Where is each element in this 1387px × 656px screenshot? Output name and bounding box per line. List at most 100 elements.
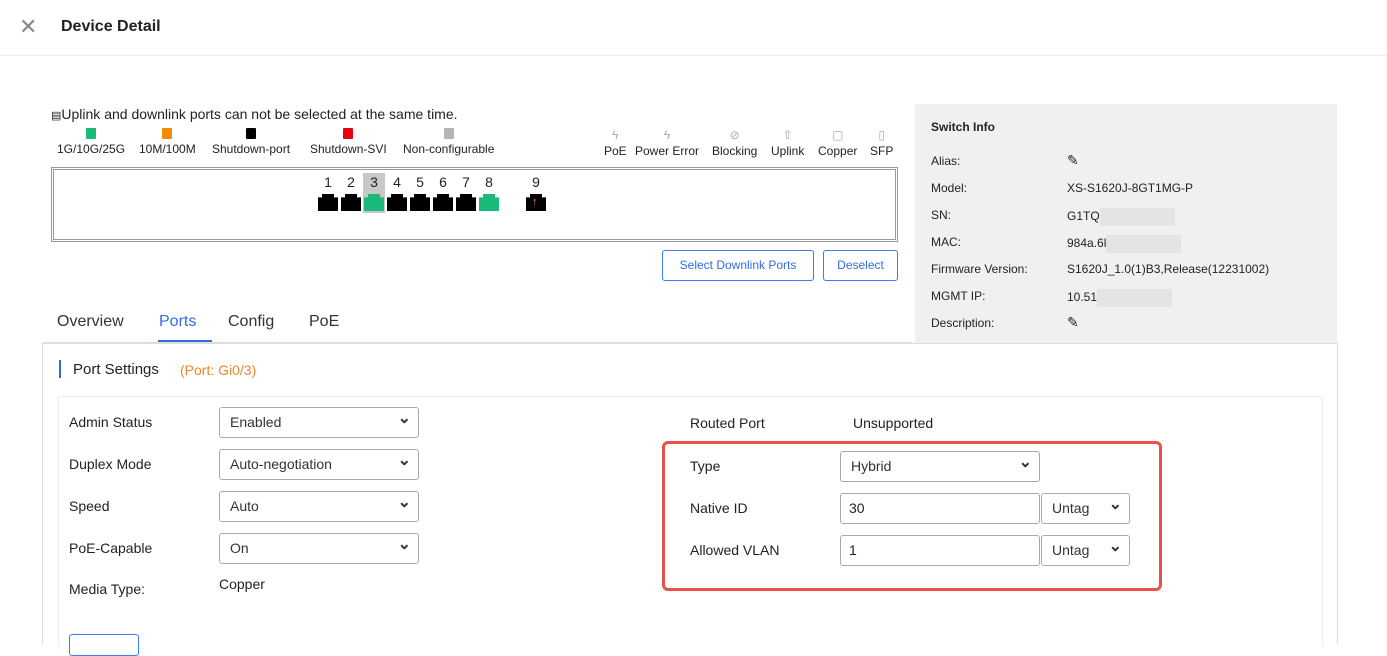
- native-id-tag-select[interactable]: Untag: [1041, 490, 1130, 524]
- tabs-divider: [42, 342, 912, 343]
- edit-pencil-icon[interactable]: ✎: [1067, 314, 1079, 330]
- info-value: 10.51: [1067, 289, 1173, 307]
- port-6[interactable]: [433, 194, 453, 211]
- poe-capable-select[interactable]: On: [219, 530, 419, 564]
- info-key: SN:: [931, 208, 952, 222]
- sfp-icon: ▯: [878, 128, 885, 142]
- port-4[interactable]: [387, 194, 407, 211]
- uplink-icon: ↑: [532, 196, 538, 208]
- redacted: [1097, 289, 1173, 307]
- redacted: [1106, 235, 1182, 253]
- port-number: 5: [416, 174, 424, 190]
- legend-label: Shutdown-SVI: [310, 142, 387, 156]
- icon-legend-label: Blocking: [712, 144, 758, 158]
- legend-label: 1G/10G/25G: [57, 142, 126, 156]
- duplex-mode-label: Duplex Mode: [69, 456, 152, 472]
- port-number: 3: [370, 174, 378, 190]
- port-2[interactable]: [341, 194, 361, 211]
- port-8[interactable]: [479, 194, 499, 211]
- icon-legend-label: Copper: [818, 144, 858, 158]
- switch-info-title: Switch Info: [931, 120, 995, 134]
- info-value-text: 984a.6l: [1067, 236, 1107, 251]
- admin-status-select[interactable]: Enabled: [219, 404, 419, 438]
- port-5[interactable]: [410, 194, 430, 211]
- native-id-input[interactable]: 30: [840, 493, 1040, 524]
- redacted: [1099, 208, 1175, 226]
- legend-item: 1G/10G/25G: [57, 128, 125, 156]
- highlight-box: [662, 441, 1162, 591]
- speed-select[interactable]: Auto: [219, 488, 419, 522]
- select-downlink-ports-button[interactable]: Select Downlink Ports: [662, 250, 814, 281]
- icon-legend-item: ϟ Power Error: [635, 128, 699, 158]
- notice: ▤Uplink and downlink ports can not be se…: [51, 106, 458, 122]
- info-key: MGMT IP:: [931, 289, 986, 303]
- poe-capable-label: PoE-Capable: [69, 540, 153, 556]
- tab-overview[interactable]: Overview: [57, 313, 124, 330]
- media-type-value: Copper: [219, 576, 265, 592]
- port-3[interactable]: [364, 194, 384, 211]
- routed-port-label: Routed Port: [690, 415, 765, 431]
- legend-label: Non-configurable: [403, 142, 495, 156]
- save-button[interactable]: [69, 634, 139, 656]
- info-key: Alias:: [931, 154, 961, 168]
- port-number: 6: [439, 174, 447, 190]
- icon-legend-item: ⇧ Uplink: [771, 128, 804, 158]
- port-number: 8: [485, 174, 493, 190]
- active-tab-indicator: [158, 340, 212, 342]
- edit-pencil-icon[interactable]: ✎: [1067, 152, 1079, 168]
- blocking-icon: ⊘: [729, 128, 740, 142]
- media-type-label: Media Type:: [69, 581, 146, 597]
- info-key: Firmware Version:: [931, 262, 1028, 276]
- form-box: [58, 396, 1323, 647]
- port-color-swatch: [162, 128, 173, 139]
- header: [0, 0, 1387, 56]
- uplink-icon: ⇧: [782, 128, 793, 142]
- deselect-button[interactable]: Deselect: [823, 250, 898, 281]
- info-value-text: 10.51: [1067, 290, 1098, 305]
- icon-legend-label: Power Error: [635, 144, 700, 158]
- info-key: MAC:: [931, 235, 961, 249]
- tab-config[interactable]: Config: [228, 313, 275, 330]
- duplex-mode-select[interactable]: Auto-negotiation: [219, 446, 419, 480]
- native-id-label: Native ID: [690, 500, 748, 516]
- legend-label: 10M/100M: [139, 142, 196, 156]
- port-id: (Port: Gi0/3): [180, 362, 257, 378]
- port-1[interactable]: [318, 194, 338, 211]
- icon-legend-item: ⊘ Blocking: [712, 128, 757, 158]
- close-icon[interactable]: ✕: [19, 14, 38, 39]
- tab-poe[interactable]: PoE: [309, 313, 340, 330]
- icon-legend-item: ϟ PoE: [604, 128, 627, 158]
- legend-item: Shutdown-port: [212, 128, 290, 156]
- port-settings-card: [42, 343, 1338, 644]
- allowed-vlan-tag-select[interactable]: Untag: [1041, 532, 1130, 566]
- page-title: Device Detail: [61, 18, 161, 35]
- legend-item: 10M/100M: [139, 128, 196, 156]
- power-error-icon: ϟ: [663, 128, 671, 142]
- allowed-vlan-input[interactable]: 1: [840, 535, 1040, 566]
- type-label: Type: [690, 458, 721, 474]
- icon-legend-label: PoE: [604, 144, 627, 158]
- info-key: Model:: [931, 181, 968, 195]
- port-7[interactable]: [456, 194, 476, 211]
- info-value: 984a.6l: [1067, 235, 1182, 253]
- icon-legend-item: ▯ SFP: [870, 128, 893, 158]
- poe-icon: ϟ: [612, 128, 619, 142]
- allowed-vlan-label: Allowed VLAN: [690, 542, 780, 558]
- type-select[interactable]: Hybrid: [840, 448, 1040, 482]
- icon-legend-label: Uplink: [771, 144, 805, 158]
- icon-legend-label: SFP: [870, 144, 894, 158]
- port-settings-title: Port Settings: [73, 361, 159, 378]
- info-key: Description:: [931, 316, 995, 330]
- legend-item: Non-configurable: [403, 128, 494, 156]
- port-number: 2: [347, 174, 355, 190]
- info-value: G1TQ: [1067, 208, 1175, 226]
- info-value-text: XS-S1620J-8GT1MG-P: [1067, 181, 1194, 195]
- tab-ports[interactable]: Ports: [159, 313, 197, 330]
- port-number: 7: [462, 174, 470, 190]
- port-panel: [51, 167, 898, 242]
- info-value: XS-S1620J-8GT1MG-P: [1067, 181, 1193, 195]
- port-9[interactable]: [526, 194, 546, 211]
- port-number: 1: [324, 174, 332, 190]
- port-number: 9: [532, 174, 540, 190]
- switch-info-panel: Switch Info Alias: ✎ Model: XS-S1620J-8GT1M…: [915, 104, 1337, 343]
